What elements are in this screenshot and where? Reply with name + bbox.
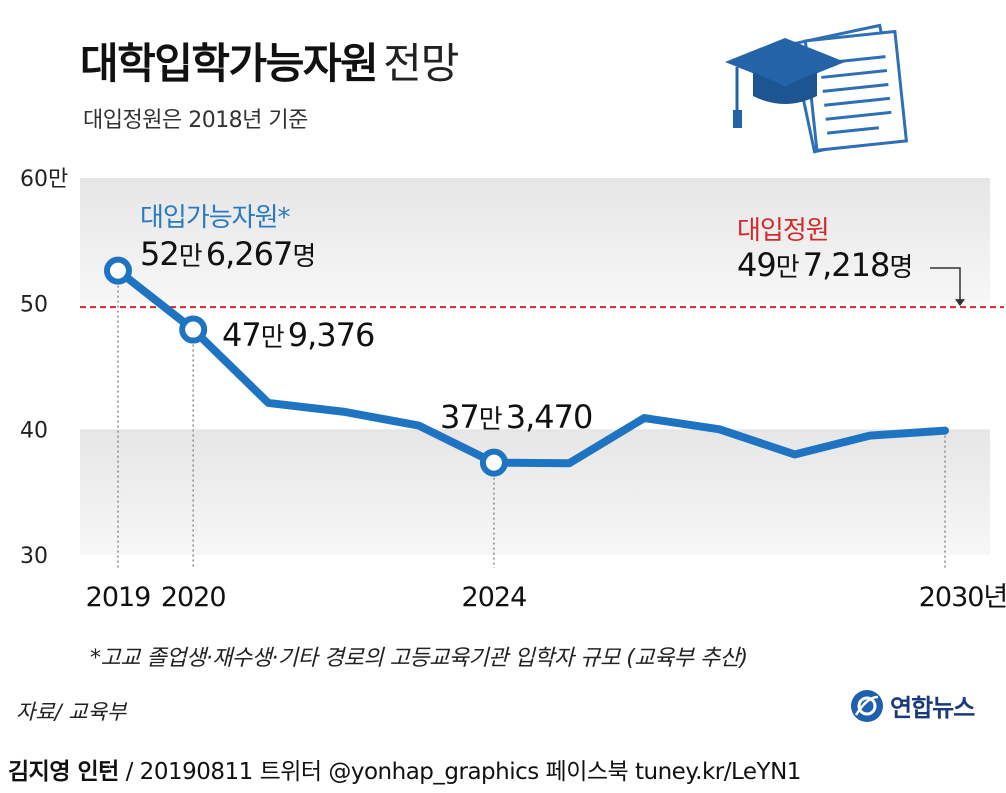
credit-line: 김지영 인턴 / 20190811 트위터 @yonhap_graphics 페… bbox=[8, 752, 801, 786]
ref-value-rest: 7,218 bbox=[802, 246, 891, 284]
background-band bbox=[80, 429, 990, 555]
ref-value-suffix: 명 bbox=[889, 253, 913, 283]
anno-2020-unit: 만 bbox=[260, 323, 285, 353]
ref-value-big: 49 bbox=[737, 246, 777, 284]
credit-details: / 20190811 트위터 @yonhap_graphics 페이스북 tun… bbox=[125, 759, 802, 785]
anno-2019-rest: 6,267 bbox=[205, 235, 294, 273]
chart-subtitle: 대입정원은 2018년 기준 bbox=[83, 108, 308, 133]
anno-2020-rest: 9,376 bbox=[287, 316, 376, 354]
yonhap-logo-icon bbox=[851, 689, 883, 722]
credit-author: 김지영 인턴 bbox=[8, 759, 119, 785]
anno-2024-rest: 3,470 bbox=[505, 398, 594, 436]
y-tick-label: 40 bbox=[20, 418, 48, 443]
line-chart: 60만 50 40 30 2019 2020 2024 2030년 bbox=[20, 167, 1006, 613]
y-axis-ticks: 60만 50 40 30 bbox=[20, 167, 68, 569]
anno-2019-big: 52 bbox=[140, 235, 180, 273]
x-axis-ticks: 2019 2020 2024 2030년 bbox=[86, 582, 1006, 613]
anno-2019-suffix: 명 bbox=[292, 242, 316, 272]
anno-2019-unit: 만 bbox=[178, 242, 203, 272]
y-tick-label: 50 bbox=[20, 293, 48, 318]
series-point-marker bbox=[104, 256, 132, 285]
yonhap-logo: 연합뉴스 bbox=[850, 688, 975, 723]
title-bold: 대학입학가능자원 bbox=[80, 39, 379, 88]
reference-leader-line bbox=[930, 267, 961, 302]
ref-value-unit: 만 bbox=[775, 253, 800, 283]
x-tick-label: 2030년 bbox=[919, 582, 1006, 613]
y-tick-label: 60만 bbox=[20, 167, 68, 192]
series-legend-label: 대입가능자원* bbox=[140, 203, 291, 233]
annotation-2024: 37만 3,470 bbox=[440, 398, 594, 436]
graduation-cap-icon bbox=[715, 12, 925, 166]
anno-2024-unit: 만 bbox=[478, 405, 503, 435]
series-point-marker bbox=[179, 315, 208, 344]
chart-background-bands bbox=[80, 178, 990, 555]
footnote: *고교 졸업생·재수생·기타 경로의 고등교육기관 입학자 규모 (교육부 추산… bbox=[90, 646, 748, 671]
reference-value-label: 49만 7,218명 bbox=[737, 246, 913, 284]
reference-arrow-icon bbox=[955, 299, 965, 307]
x-tick-label: 2020 bbox=[161, 582, 226, 613]
x-tick-label: 2024 bbox=[462, 582, 527, 613]
logo-text: 연합뉴스 bbox=[890, 694, 975, 722]
title-light: 전망 bbox=[383, 39, 459, 88]
x-tick-label: 2019 bbox=[86, 582, 151, 613]
series-line bbox=[114, 266, 949, 468]
reference-line-group bbox=[80, 267, 1004, 309]
background-band bbox=[80, 178, 990, 304]
series-group bbox=[104, 256, 949, 477]
chart-title: 대학입학가능자원 전망 bbox=[80, 30, 459, 91]
series-point-marker bbox=[479, 448, 508, 477]
annotation-2020: 47만 9,376 bbox=[222, 316, 376, 354]
anno-2020-big: 47 bbox=[222, 316, 262, 354]
source-label: 자료/ 교육부 bbox=[16, 700, 127, 724]
anno-2024-big: 37 bbox=[440, 398, 480, 436]
annotation-2019: 52만 6,267명 bbox=[140, 235, 316, 273]
y-tick-label: 30 bbox=[20, 544, 48, 569]
reference-label: 대입정원 bbox=[737, 216, 830, 246]
